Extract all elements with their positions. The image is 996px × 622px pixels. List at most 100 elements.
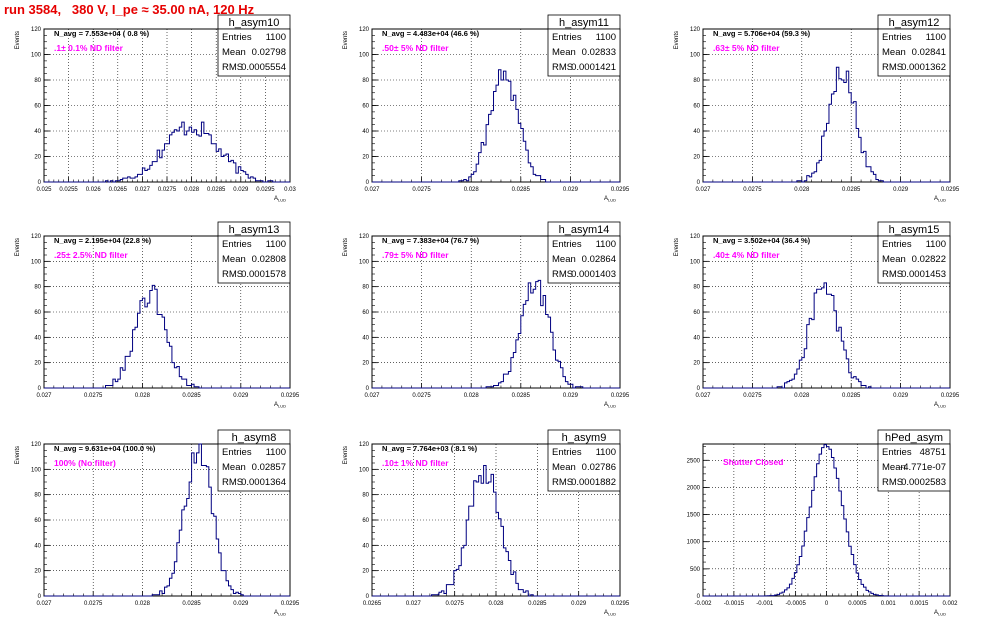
x-tick-label: 0.0275 [84, 393, 103, 399]
stats-label: Mean [222, 462, 246, 473]
y-tick-label: 20 [362, 155, 369, 161]
x-tick-label: 0.026 [86, 187, 102, 193]
stats-label: RMS [882, 269, 903, 280]
stats-label: Mean [552, 47, 576, 58]
navg-text: N_avg = 7.764e+03 ( 8.1 %) [382, 444, 478, 453]
x-tick-label: 0.0285 [207, 187, 226, 193]
y-tick-label: 80 [362, 285, 369, 291]
stats-value: 0.0001362 [901, 62, 946, 73]
filter-annotation: 100% (No filter) [54, 458, 116, 468]
x-tick-label: 0.0285 [512, 393, 531, 399]
y-tick-label: 60 [34, 104, 41, 110]
stats-label: Entries [882, 32, 912, 43]
stats-label: Entries [552, 447, 582, 458]
navg-text: N_avg = 9.631e+04 (100.0 %) [54, 444, 156, 453]
filter-annotation: .79± 5% ND filter [382, 250, 449, 260]
x-tick-label: 0.0275 [743, 393, 762, 399]
stats-value: 0.02822 [912, 254, 946, 265]
y-tick-label: 40 [693, 129, 700, 135]
y-tick-label: 60 [362, 310, 369, 316]
y-tick-label: 2000 [687, 485, 701, 491]
x-tick-label: 0.027 [695, 393, 711, 399]
stats-label: RMS [552, 62, 573, 73]
histogram-line [44, 443, 290, 597]
y-tick-label: 120 [31, 27, 42, 33]
navg-text: N_avg = 4.483e+04 (46.6 %) [382, 29, 480, 38]
filter-annotation: .10± 1% ND filter [382, 458, 449, 468]
histogram-h_asym13: 0.027 0.0275 0.028 0.0285 0.029 0.0295 0 20 40 60… [15, 221, 300, 409]
y-tick-label: 100 [31, 259, 42, 265]
x-tick-label: 0.0275 [158, 187, 177, 193]
histogram-h_asym10: 0.025 0.0255 0.026 0.0265 0.027 0.0275 0.028 0.… [15, 14, 296, 203]
stats-label: RMS [222, 477, 243, 488]
y-axis-label: Events [674, 238, 680, 256]
stats-label: Mean [882, 47, 906, 58]
x-tick-label: 0.027 [36, 393, 52, 399]
x-tick-label: 0.029 [571, 601, 587, 607]
x-tick-label: 0.0295 [941, 187, 960, 193]
histogram-h_asym8: 0.027 0.0275 0.028 0.0285 0.029 0.0295 0 20 40 60… [15, 429, 300, 617]
x-tick-label: 0.0275 [445, 601, 464, 607]
stats-box [877, 443, 951, 492]
x-tick-label: 0.0285 [842, 393, 861, 399]
y-tick-label: 80 [693, 78, 700, 84]
y-axis-label: Events [343, 446, 349, 464]
histogram-line [372, 279, 620, 389]
histogram-title: h_asym14 [559, 224, 610, 236]
histogram-title: h_asym11 [559, 17, 609, 29]
navg-text: N_avg = 5.706e+04 (59.3 %) [713, 29, 811, 38]
stats-value: 1100 [596, 32, 616, 43]
histogram-line [703, 444, 950, 597]
y-axis-label: Events [15, 31, 21, 49]
histogram-title: h_asym8 [232, 432, 277, 444]
x-tick-label: 0.027 [695, 187, 711, 193]
histogram-h_asym11: 0.027 0.0275 0.028 0.0285 0.029 0.0295 0 20 40 60… [343, 14, 630, 203]
y-tick-label: 2500 [687, 458, 701, 464]
stats-value: 0.02798 [252, 47, 286, 58]
x-tick-label: 0.0295 [941, 393, 960, 399]
y-tick-label: 40 [362, 543, 369, 549]
filter-annotation: .1± 0.1% ND filter [54, 43, 124, 53]
y-tick-label: 120 [359, 27, 370, 33]
y-axis-label: Events [674, 31, 680, 49]
histogram-hPed_asym: -0.002 -0.0015 -0.001 -0.0005 0 0.0005 0.001 0.… [687, 429, 958, 617]
stats-value: 0.02864 [582, 254, 616, 265]
x-axis-label: ALUD [274, 196, 286, 203]
y-tick-label: 20 [34, 361, 41, 367]
y-axis-label: Events [15, 446, 21, 464]
stats-value: 0.0001421 [571, 62, 616, 73]
stats-label: RMS [882, 477, 903, 488]
y-tick-label: 20 [693, 361, 700, 367]
y-tick-label: 100 [690, 53, 701, 59]
x-tick-label: -0.0015 [724, 601, 745, 607]
stats-box [217, 443, 291, 492]
x-tick-label: 0.0265 [109, 187, 128, 193]
stats-label: Mean [882, 254, 906, 265]
y-tick-label: 100 [359, 259, 370, 265]
x-tick-label: -0.002 [694, 601, 712, 607]
x-tick-label: 0.0275 [84, 601, 103, 607]
y-tick-label: 100 [359, 467, 370, 473]
y-tick-label: 120 [690, 234, 701, 240]
x-tick-label: 0.0295 [256, 187, 275, 193]
stats-label: Entries [222, 239, 252, 250]
x-tick-label: 0.029 [893, 187, 909, 193]
x-tick-label: 0.0255 [59, 187, 78, 193]
x-axis-label: ALUD [934, 402, 946, 409]
y-tick-label: 20 [362, 361, 369, 367]
y-tick-label: 20 [362, 569, 369, 575]
stats-box [217, 235, 291, 284]
x-tick-label: 0.001 [881, 601, 897, 607]
x-tick-label: 0.027 [364, 187, 380, 193]
x-axis-label: ALUD [604, 402, 616, 409]
x-tick-label: 0.0295 [611, 393, 630, 399]
y-tick-label: 40 [693, 335, 700, 341]
stats-value: 48751 [920, 447, 946, 458]
y-tick-label: 20 [34, 155, 41, 161]
x-tick-label: 0.0295 [611, 601, 630, 607]
y-tick-label: 20 [34, 569, 41, 575]
x-tick-label: 0.029 [233, 601, 249, 607]
stats-box [877, 235, 951, 284]
y-axis-label: Events [15, 238, 21, 256]
stats-value: 0.0001578 [241, 269, 286, 280]
